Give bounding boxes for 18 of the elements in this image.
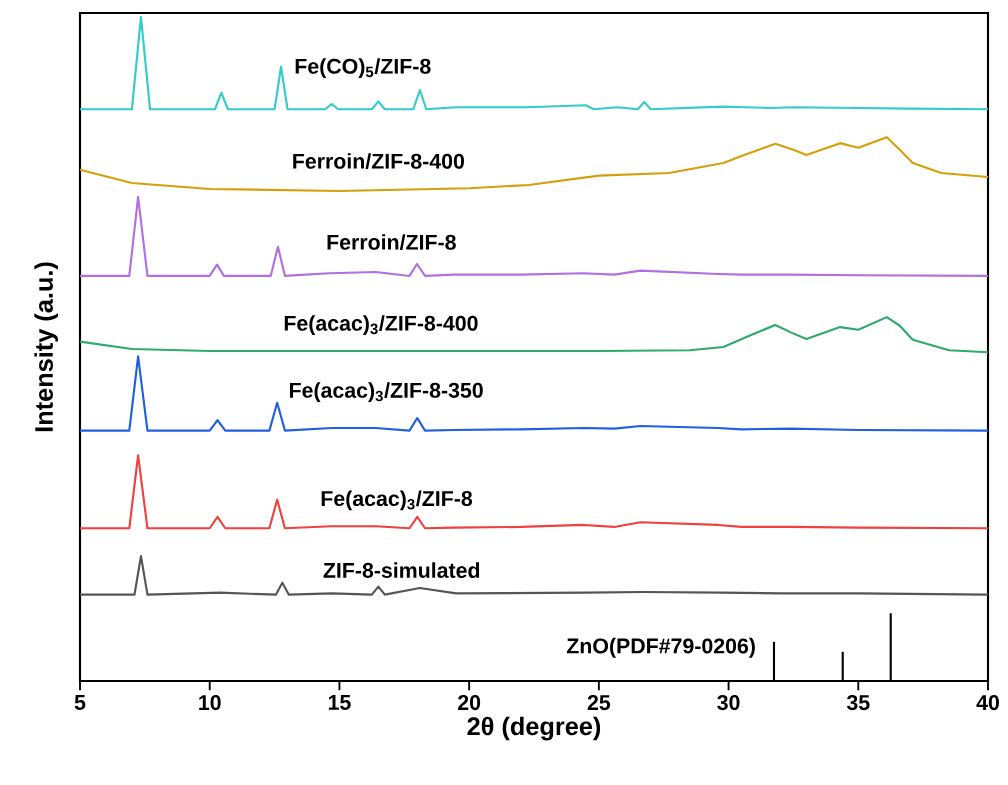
y-axis-title: Intensity (a.u.)	[34, 262, 58, 432]
x-tick-label: 10	[199, 695, 221, 711]
series-label: Fe(acac)$_{3}$/ZIF-8-400	[284, 315, 478, 336]
x-tick-label: 15	[328, 695, 351, 710]
x-tick-label: 30	[717, 695, 740, 711]
series-label: Fe(acac)$_{3}$/ZIF-8-350	[289, 382, 483, 403]
series-label: Fe(CO)$_{5}$/ZIF-8	[295, 58, 431, 79]
x-tick-label: 20	[458, 695, 481, 711]
series-label: Ferroin/ZIF-8-400	[293, 153, 464, 169]
series-label: ZnO(PDF#79-0206)	[566, 637, 755, 658]
x-tick-label: 35	[846, 695, 870, 711]
x-tick-label: 40	[976, 695, 999, 711]
series-label: ZIF-8-simulated	[323, 562, 480, 578]
x-tick-label: 5	[74, 695, 86, 710]
series-label: Ferroin/ZIF-8	[327, 234, 456, 251]
x-axis-title: 2θ (degree)	[467, 716, 601, 741]
x-tick-label: 25	[587, 695, 611, 711]
series-label: Fe(acac)$_{3}$/ZIF-8	[321, 490, 473, 511]
